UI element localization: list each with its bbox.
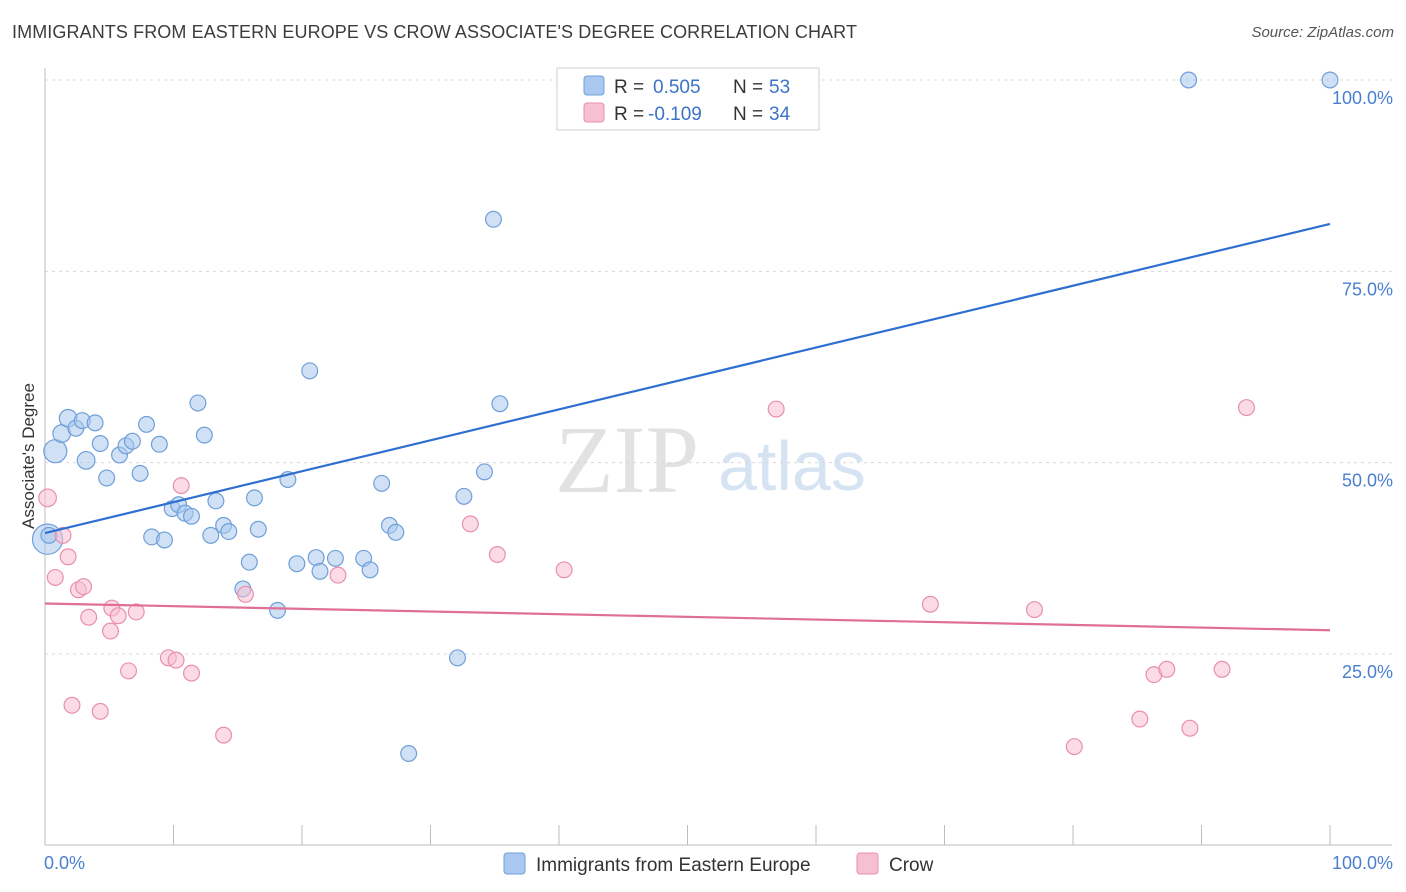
scatter-point-pink: [172, 477, 190, 495]
scatter-point-pink: [59, 548, 77, 566]
scatter-point-blue: [207, 492, 225, 510]
scatter-point-blue: [195, 426, 213, 444]
x-tick-label: 100.0%: [1332, 853, 1393, 873]
scatter-point-blue: [1180, 71, 1198, 89]
scatter-point-pink: [215, 726, 233, 744]
scatter-point-pink: [1131, 710, 1149, 728]
legend-r-label: R =: [614, 77, 644, 98]
watermark-atlas: atlas: [718, 427, 866, 505]
scatter-point-pink: [109, 607, 127, 625]
scatter-point-blue: [98, 469, 116, 487]
scatter-point-pink: [236, 585, 254, 603]
scatter-point-pink: [182, 664, 200, 682]
legend-n-value-pink: 34: [769, 104, 791, 125]
bottom-legend: Immigrants from Eastern Europe Crow: [503, 852, 934, 876]
y-axis-label: Associate's Degree: [19, 383, 38, 529]
x-tick-label: 0.0%: [44, 853, 85, 873]
legend-n-value-blue: 53: [769, 77, 790, 98]
y-tick-label: 100.0%: [1332, 88, 1393, 108]
y-tick-label: 75.0%: [1342, 279, 1393, 299]
bottom-legend-swatch-pink: [856, 852, 879, 875]
scatter-point-blue: [491, 395, 509, 413]
trend-line-pink: [44, 602, 1331, 632]
y-tick-label: 25.0%: [1342, 662, 1393, 682]
scatter-point-blue: [455, 487, 473, 505]
scatter-point-pink: [488, 546, 506, 564]
scatter-point-blue: [150, 435, 168, 453]
scatter-point-blue: [123, 432, 141, 450]
scatter-point-pink: [120, 662, 138, 680]
scatter-point-blue: [301, 362, 319, 380]
scatter-point-pink: [54, 526, 72, 544]
scatter-point-blue: [269, 601, 287, 619]
scatter-point-pink: [63, 696, 81, 714]
scatter-point-pink: [1181, 719, 1199, 737]
scatter-point-pink: [1237, 399, 1255, 417]
scatter-point-blue: [311, 562, 329, 580]
scatter-point-blue: [400, 744, 418, 762]
bottom-legend-swatch-blue: [503, 852, 526, 875]
scatter-point-pink: [38, 488, 57, 508]
scatter-point-blue: [475, 463, 493, 481]
legend-r-label: R =: [614, 104, 644, 125]
x-tick-labels: 0.0% 100.0%: [44, 853, 1393, 873]
scatter-point-blue: [1321, 71, 1339, 89]
scatter-point-pink: [1213, 660, 1231, 678]
scatter-point-blue: [189, 394, 207, 412]
y-tick-label: 50.0%: [1342, 471, 1393, 491]
scatter-point-pink: [1158, 660, 1176, 678]
scatter-point-pink: [461, 515, 479, 533]
scatter-point-pink: [75, 578, 93, 596]
legend-r-value-blue: 0.505: [653, 77, 701, 98]
scatter-point-blue: [387, 523, 405, 541]
scatter-point-blue: [86, 414, 104, 432]
legend-n-label: N =: [733, 104, 763, 125]
scatter-point-pink: [46, 568, 64, 586]
trend-line-blue: [44, 222, 1331, 535]
scatter-point-blue: [245, 489, 263, 507]
scatter-point-pink: [80, 608, 98, 626]
scatter-point-blue: [361, 561, 379, 579]
legend-swatch-blue: [583, 75, 605, 96]
scatter-point-blue: [156, 531, 174, 549]
scatter-point-blue: [76, 450, 96, 470]
scatter-point-blue: [484, 210, 502, 228]
scatter-point-blue: [131, 464, 149, 482]
top-legend: R = 0.505 N = 53 R = -0.109 N = 34: [556, 67, 820, 131]
scatter-point-pink: [1025, 601, 1043, 619]
scatter-point-pink: [127, 603, 145, 621]
legend-r-value-pink: -0.109: [648, 104, 702, 125]
scatter-point-blue: [373, 474, 391, 492]
grid-lines: [45, 79, 1392, 655]
bottom-legend-label-pink: Crow: [889, 855, 934, 876]
legend-n-label: N =: [733, 77, 763, 98]
legend-swatch-pink: [583, 102, 605, 123]
scatter-point-pink: [921, 595, 939, 613]
scatter-point-blue: [43, 439, 68, 464]
scatter-point-blue: [326, 549, 344, 567]
scatter-point-blue: [448, 649, 466, 667]
bottom-legend-label-blue: Immigrants from Eastern Europe: [536, 855, 811, 876]
scatter-point-blue: [91, 435, 109, 453]
scatter-point-blue: [138, 415, 156, 433]
scatter-point-blue: [182, 507, 200, 525]
scatter-point-pink: [1065, 738, 1083, 756]
scatter-point-blue: [249, 520, 267, 538]
source-label: Source: ZipAtlas.com: [1251, 24, 1394, 41]
scatter-point-pink: [91, 702, 109, 720]
scatter-point-blue: [288, 555, 306, 573]
scatter-point-blue: [240, 553, 258, 571]
watermark-zip: ZIP: [555, 406, 699, 513]
scatter-point-blue: [220, 523, 238, 541]
scatter-point-pink: [555, 561, 573, 579]
scatter-point-pink: [102, 622, 120, 640]
scatter-point-blue: [202, 526, 220, 544]
trend-lines: [44, 222, 1331, 632]
scatter-point-pink: [767, 400, 785, 418]
scatter-point-pink: [167, 651, 185, 669]
y-tick-labels: 25.0% 50.0% 75.0% 100.0%: [1332, 88, 1393, 682]
scatter-point-pink: [329, 566, 347, 584]
chart-title: IMMIGRANTS FROM EASTERN EUROPE VS CROW A…: [12, 22, 858, 42]
